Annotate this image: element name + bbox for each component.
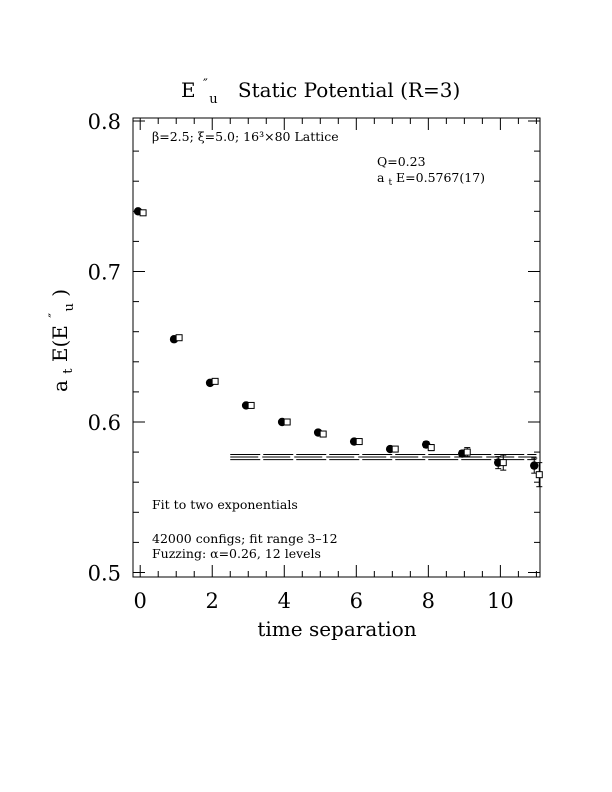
y-tick-label: 0.5: [88, 561, 121, 585]
fit-band: [230, 453, 537, 461]
data-point-square: [355, 438, 363, 446]
data-point-square: [535, 471, 543, 479]
fit-energy-base: a: [377, 170, 385, 185]
ylabel-sub: t: [61, 368, 76, 374]
annotation-q: Q=0.23: [377, 154, 426, 169]
data-point-square: [211, 377, 219, 385]
x-tick-label: 0: [134, 589, 147, 613]
chart-title: E ″ u Static Potential (R=3): [181, 69, 460, 108]
ylabel-sub2: u: [62, 303, 77, 311]
data-point-circle: [530, 461, 539, 470]
fit-energy-rest: E=0.5767(17): [396, 170, 485, 185]
data-point-square: [427, 444, 435, 452]
data-point-square: [463, 448, 471, 456]
fit-energy-sub: t: [388, 178, 392, 188]
data-point-square: [175, 334, 183, 342]
ylabel-end: ): [48, 289, 72, 297]
x-tick-label: 2: [206, 589, 219, 613]
annotation-lattice: β=2.5; ξ=5.0; 16³×80 Lattice: [152, 129, 339, 144]
plot-frame: [132, 117, 541, 578]
title-rest: Static Potential (R=3): [238, 78, 460, 102]
x-tick-label: 8: [422, 589, 435, 613]
title-sup: ″: [203, 77, 208, 92]
title-base: E: [181, 78, 196, 102]
x-tick-label: 10: [487, 589, 514, 613]
y-tick-label: 0.6: [88, 411, 121, 435]
tick-labels: 0 2 4 6 8 10 0.5 0.6 0.7 0.8: [88, 110, 514, 613]
data-point-square: [499, 459, 507, 467]
ylabel-mid: E(E: [48, 325, 72, 362]
y-tick-label: 0.8: [88, 110, 121, 134]
title-sub: u: [209, 92, 217, 107]
data-point-square: [319, 430, 327, 438]
ylabel-sup: ″: [47, 313, 62, 318]
x-tick-label: 4: [278, 589, 291, 613]
x-tick-label: 6: [350, 589, 363, 613]
ylabel-base: a: [48, 380, 72, 392]
y-axis-label: a t E(E ″ u ): [39, 289, 78, 392]
x-axis-label: time separation: [257, 617, 416, 641]
data-point-square: [391, 445, 399, 453]
annotation-fit-type: Fit to two exponentials: [152, 497, 298, 512]
data-series: [133, 207, 543, 488]
axis-ticks: [133, 118, 540, 577]
data-point-square: [247, 401, 255, 409]
y-tick-label: 0.7: [88, 261, 121, 285]
annotation-fit-energy: a t E=0.5767(17): [377, 170, 485, 188]
data-point-square: [139, 209, 147, 217]
data-point-square: [283, 418, 291, 426]
annotation-configs: 42000 configs; fit range 3–12: [152, 531, 338, 546]
annotation-fuzzing: Fuzzing: α=0.26, 12 levels: [152, 546, 321, 561]
